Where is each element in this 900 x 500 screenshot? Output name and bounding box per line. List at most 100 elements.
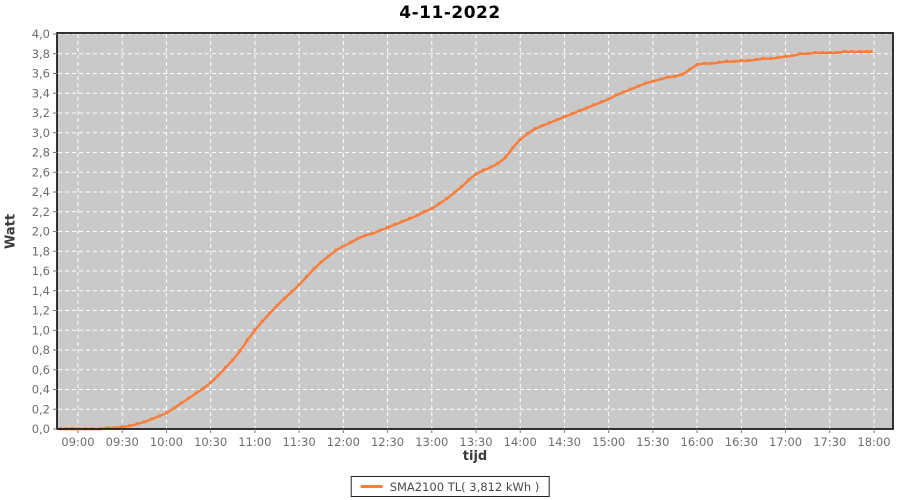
data-point-marker (393, 222, 397, 226)
y-tick-label: 3,8 (32, 47, 50, 61)
y-tick-label: 3,0 (32, 126, 50, 140)
legend: SMA2100 TL( 3,812 kWh ) (350, 476, 550, 497)
data-point-marker (459, 185, 463, 189)
y-tick-label: 0,0 (32, 422, 50, 436)
data-point-marker (869, 50, 873, 53)
chart-title: 4-11-2022 (399, 3, 501, 23)
y-tick-label: 1,0 (32, 323, 50, 337)
data-point-marker (363, 233, 367, 237)
data-point-marker (813, 51, 817, 54)
data-point-marker (422, 209, 426, 213)
y-tick-label: 0,4 (32, 383, 50, 397)
x-tick-label: 12:30 (371, 435, 404, 449)
data-point-marker (253, 328, 257, 332)
data-point-marker (680, 72, 684, 76)
data-point-marker (548, 121, 552, 125)
y-tick-label: 2,4 (32, 185, 50, 199)
x-tick-label: 15:30 (636, 435, 669, 449)
data-point-marker (828, 51, 832, 54)
x-axis-title: tijd (462, 449, 488, 464)
x-tick-label: 09:00 (61, 435, 94, 449)
y-tick-label: 3,6 (32, 67, 50, 81)
data-point-marker (695, 62, 699, 66)
x-tick-label: 17:00 (769, 435, 802, 449)
data-point-marker (717, 60, 721, 64)
data-point-marker (467, 178, 471, 182)
data-point-marker (540, 124, 544, 127)
x-tick-label: 11:30 (283, 435, 316, 449)
y-axis-title: Watt (3, 213, 19, 250)
data-point-marker (673, 74, 677, 78)
data-point-marker (120, 425, 124, 429)
data-point-marker (843, 50, 846, 53)
data-point-marker (430, 207, 434, 210)
data-point-marker (474, 172, 478, 176)
data-point-marker (651, 79, 655, 83)
x-tick-label: 17:30 (813, 435, 846, 449)
data-point-marker (644, 81, 647, 85)
x-tick-label: 14:30 (548, 435, 581, 449)
data-point-marker (371, 231, 375, 235)
data-point-marker (238, 349, 242, 353)
data-point-marker (290, 289, 294, 293)
y-tick-label: 1,4 (32, 284, 50, 298)
data-point-marker (865, 50, 869, 53)
y-tick-label: 1,2 (32, 304, 50, 318)
data-point-marker (201, 386, 205, 390)
x-tick-label: 14:00 (504, 435, 537, 449)
y-tick-label: 0,8 (32, 343, 50, 357)
data-point-marker (703, 61, 706, 65)
data-point-marker (562, 115, 566, 119)
data-point-marker (592, 103, 596, 107)
data-point-marker (688, 67, 692, 71)
data-point-marker (356, 236, 360, 240)
data-point-marker (223, 366, 227, 369)
data-point-marker (761, 56, 765, 60)
data-point-marker (378, 228, 382, 232)
data-point-marker (496, 161, 500, 165)
x-tick-label: 12:00 (327, 435, 360, 449)
data-point-marker (312, 267, 316, 271)
data-point-marker (172, 406, 176, 410)
y-tick-label: 1,8 (32, 244, 50, 258)
y-tick-label: 2,2 (32, 205, 50, 219)
data-point-marker (798, 52, 802, 55)
data-point-marker (194, 391, 198, 395)
data-point-marker (135, 422, 139, 426)
y-tick-label: 4,0 (32, 27, 50, 41)
data-point-marker (555, 118, 559, 122)
series-line (59, 50, 873, 431)
y-tick-label: 0,2 (32, 402, 50, 416)
data-point-marker (636, 84, 640, 88)
data-point-marker (747, 58, 751, 62)
data-point-marker (231, 358, 235, 362)
data-point-marker (437, 202, 441, 206)
data-point-marker (408, 216, 412, 220)
x-tick-label: 16:30 (725, 435, 758, 449)
data-point-marker (445, 197, 448, 201)
y-tick-label: 2,8 (32, 146, 50, 160)
legend-series-line-icon (360, 485, 383, 488)
data-point-marker (268, 311, 272, 315)
data-point-marker (452, 191, 456, 195)
data-point-marker (260, 319, 264, 323)
data-point-marker (835, 51, 839, 54)
data-point-marker (327, 254, 331, 258)
legend-series-label: SMA2100 TL( 3,812 kWh ) (389, 479, 540, 494)
data-point-marker (334, 248, 338, 252)
data-point-marker (732, 59, 736, 63)
data-point-marker (599, 100, 603, 104)
data-point-marker (621, 90, 625, 94)
y-tick-label: 1,6 (32, 264, 50, 278)
data-point-marker (142, 420, 146, 424)
data-point-marker (658, 77, 662, 81)
data-point-marker (585, 106, 589, 110)
data-point-marker (857, 50, 861, 53)
x-tick-label: 10:00 (150, 435, 183, 449)
x-tick-label: 13:00 (415, 435, 448, 449)
data-point-marker (246, 338, 249, 342)
data-point-marker (570, 112, 574, 116)
x-tick-label: 13:30 (459, 435, 492, 449)
x-tick-label: 10:30 (194, 435, 227, 449)
